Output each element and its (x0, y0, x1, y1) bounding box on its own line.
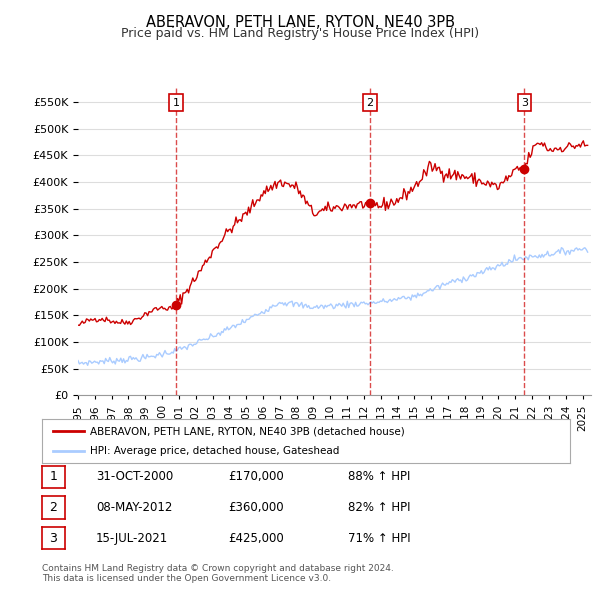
Text: 82% ↑ HPI: 82% ↑ HPI (348, 501, 410, 514)
Text: £360,000: £360,000 (228, 501, 284, 514)
Text: 88% ↑ HPI: 88% ↑ HPI (348, 470, 410, 483)
Text: ABERAVON, PETH LANE, RYTON, NE40 3PB (detached house): ABERAVON, PETH LANE, RYTON, NE40 3PB (de… (89, 427, 404, 436)
Text: 08-MAY-2012: 08-MAY-2012 (96, 501, 172, 514)
Text: 15-JUL-2021: 15-JUL-2021 (96, 532, 168, 545)
Text: ABERAVON, PETH LANE, RYTON, NE40 3PB: ABERAVON, PETH LANE, RYTON, NE40 3PB (146, 15, 455, 30)
Text: 3: 3 (49, 532, 58, 545)
Text: HPI: Average price, detached house, Gateshead: HPI: Average price, detached house, Gate… (89, 446, 339, 455)
Text: Price paid vs. HM Land Registry's House Price Index (HPI): Price paid vs. HM Land Registry's House … (121, 27, 479, 40)
Text: 31-OCT-2000: 31-OCT-2000 (96, 470, 173, 483)
Text: 2: 2 (366, 98, 373, 108)
Text: £425,000: £425,000 (228, 532, 284, 545)
Text: 71% ↑ HPI: 71% ↑ HPI (348, 532, 410, 545)
Text: 2: 2 (49, 501, 58, 514)
Text: 1: 1 (173, 98, 179, 108)
Text: Contains HM Land Registry data © Crown copyright and database right 2024.
This d: Contains HM Land Registry data © Crown c… (42, 563, 394, 583)
Text: 3: 3 (521, 98, 528, 108)
Text: £170,000: £170,000 (228, 470, 284, 483)
Text: 1: 1 (49, 470, 58, 483)
